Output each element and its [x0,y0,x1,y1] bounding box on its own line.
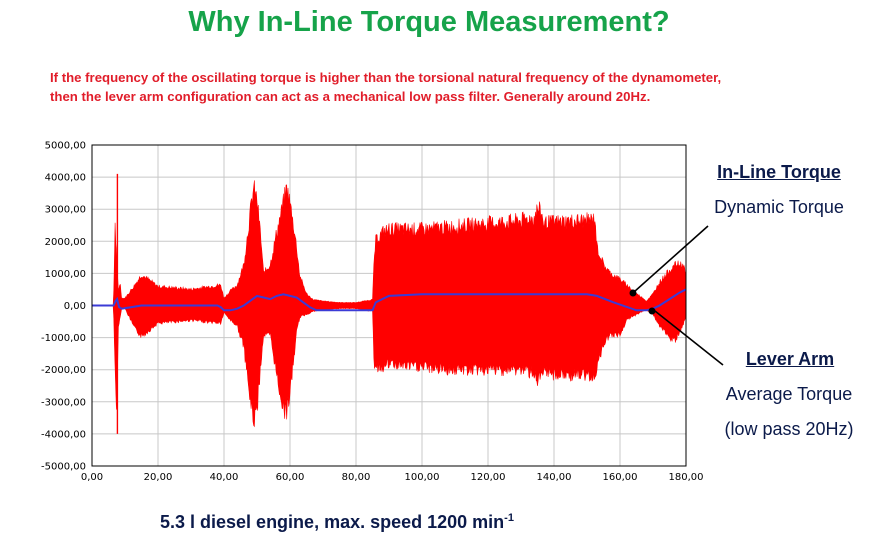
y-tick-label: -4000,00 [41,429,86,440]
x-tick-label: 60,00 [276,472,305,483]
chart-plot-area [92,173,687,434]
subtitle: If the frequency of the oscillating torq… [50,68,860,106]
y-tick-label: 0,00 [64,301,86,312]
lever-arm-desc-2: (low pass 20Hz) [724,419,854,439]
x-tick-label: 180,00 [669,472,704,483]
y-tick-label: 3000,00 [45,205,86,216]
chart-annotations [629,225,724,366]
chart-axes: -5000,00 -4000,00 -3000,00 -2000,00 -1000,00… [41,141,703,484]
y-tick-label: -2000,00 [41,365,86,376]
y-tick-label: -5000,00 [41,462,86,473]
x-tick-label: 80,00 [342,472,371,483]
lever-arm-pointer [654,310,724,366]
y-tick-label: 5000,00 [45,141,86,152]
inline-torque-pointer [633,225,709,293]
x-tick-label: 0,00 [81,472,103,483]
y-tick-label: -1000,00 [41,333,86,344]
subtitle-line-1: If the frequency of the oscillating torq… [50,70,722,85]
average-torque-line [92,288,687,312]
caption-text: 5.3 l diesel engine, max. speed 1200 min [160,512,505,532]
subtitle-line-2: then the lever arm configuration can act… [50,89,651,104]
lever-arm-pointer-dot [648,307,656,315]
x-tick-label: 140,00 [537,472,572,483]
x-tick-label: 100,00 [405,472,440,483]
inline-torque-desc: Dynamic Torque [714,197,844,217]
inline-torque-pointer-dot [629,289,637,297]
caption-superscript: -1 [504,512,514,524]
chart-caption: 5.3 l diesel engine, max. speed 1200 min… [160,512,514,533]
inline-torque-heading: In-Line Torque [717,162,841,182]
dynamic-torque-area [92,180,687,428]
y-tick-label: -3000,00 [41,397,86,408]
plot-frame [91,144,687,467]
y-tick-label: 4000,00 [45,173,86,184]
y-tick-label: 2000,00 [45,237,86,248]
x-tick-label: 160,00 [603,472,638,483]
lever-arm-desc-1: Average Torque [725,384,853,404]
y-tick-label: 1000,00 [45,269,86,280]
x-tick-label: 20,00 [144,472,173,483]
x-tick-label: 120,00 [471,472,506,483]
x-tick-label: 40,00 [210,472,239,483]
page-title: Why In-Line Torque Measurement? [188,6,670,38]
lever-arm-heading: Lever Arm [745,349,835,369]
